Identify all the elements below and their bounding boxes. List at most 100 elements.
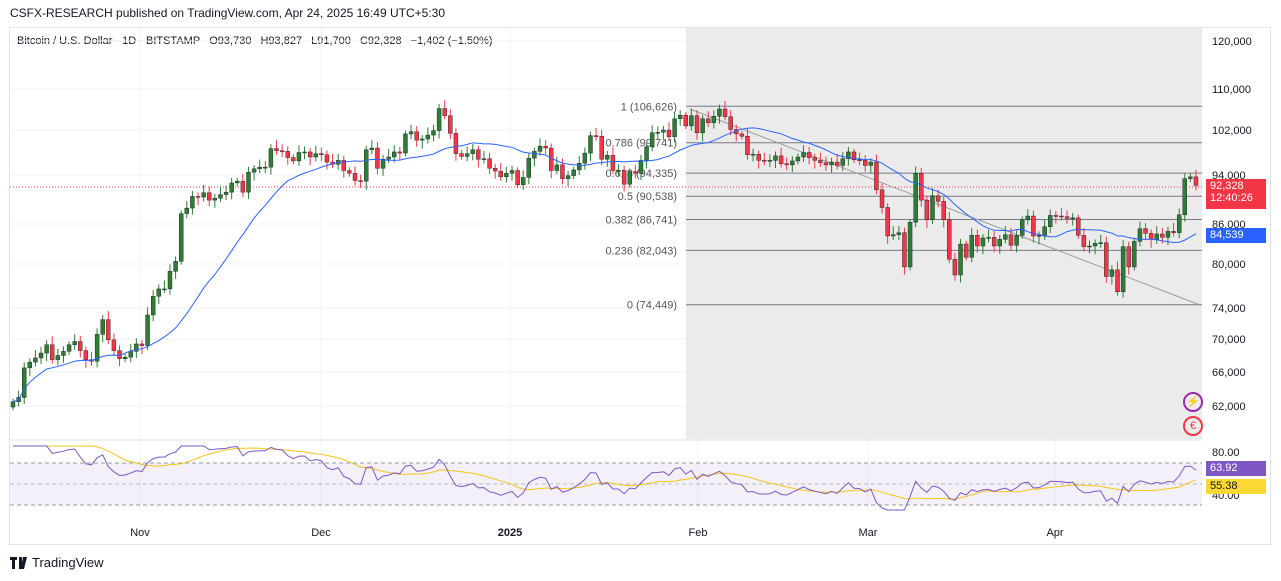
candle-body [201,192,206,198]
candle-body [991,237,997,247]
candle-up [711,110,717,129]
candle-body [122,356,128,359]
candle-down [1076,214,1081,239]
candle-up [22,362,27,404]
candle-body [145,314,150,346]
candle-body [1025,215,1031,220]
candle-up [235,177,240,187]
candle-body [621,170,627,185]
candle-up [173,256,178,279]
candle-down [952,252,958,281]
candle-body [106,319,111,341]
candle-body [638,160,644,174]
candle-body [302,151,307,154]
candle-body [94,334,100,362]
rsi-ma-value-tag: 55.38 [1206,479,1266,494]
candle-body [448,115,453,134]
candle-up [184,201,190,219]
candle-up [61,346,66,363]
candle-body [358,180,363,182]
candle-body [1154,233,1159,240]
candle-body [902,232,907,268]
candle-body [683,114,688,127]
rsi-value-tag: 63.92 [1206,461,1266,476]
candle-down [599,129,604,166]
candle-down [666,122,672,141]
candle-up [1188,173,1193,183]
candle-up [689,108,694,131]
y-axis-tick: 102,000 [1212,125,1252,137]
candle-body [969,235,974,258]
candle-body [694,115,700,134]
candle-up [313,145,318,162]
currency-icon[interactable]: € [1183,416,1203,436]
candle-down [722,100,728,121]
candle-up [464,146,470,162]
y-axis-tick: 62,000 [1212,401,1246,413]
candle-up [94,328,100,368]
candle-body [173,261,178,272]
candle-body [240,180,246,193]
candle-down [352,166,358,186]
candle-up [268,144,274,175]
candle-body [134,343,139,352]
candle-body [812,157,817,161]
candle-body [1014,235,1019,246]
candle-up [27,358,33,377]
candle-body [986,237,991,239]
candle-down [1115,261,1120,296]
candle-down [1059,208,1064,221]
lightning-icon[interactable]: ⚡ [1183,392,1203,412]
candle-down [448,109,453,140]
candle-up [773,151,778,168]
candle-up [302,146,307,160]
candle-body [745,135,750,155]
candle-body [526,157,532,178]
candle-body [930,195,935,220]
candle-body [352,173,358,181]
candle-body [1003,234,1008,240]
candle-body [1160,233,1165,238]
candle-body [414,131,419,141]
candle-body [947,219,952,260]
candle-up [100,315,105,343]
candle-body [773,155,778,161]
candle-body [319,153,324,155]
x-axis-tick: Apr [1046,527,1063,539]
candle-body [195,196,201,198]
candle-body [83,350,89,360]
candle-body [139,343,145,346]
candle-body [661,129,666,133]
candle-down [812,153,817,169]
candle-body [1165,231,1171,238]
candle-down [498,163,503,181]
candle-up [672,112,677,143]
candle-up [162,280,167,293]
candle-body [235,180,240,184]
candle-down [453,128,459,161]
y-axis-tick: 80,000 [1212,259,1246,271]
candle-up [134,338,139,359]
candle-down [139,339,145,355]
candle-down [762,152,767,166]
candle-up [1087,240,1092,254]
candle-body [324,154,330,163]
footer-brand[interactable]: TradingView [10,555,104,570]
candle-up [677,110,683,126]
fib-level-label: 0.382 (86,741) [605,214,677,226]
candle-up [1014,230,1019,253]
candle-up [1036,231,1042,245]
candle-body [1059,215,1064,218]
candle-body [1143,228,1148,234]
candle-up [257,159,262,174]
candle-down [89,351,94,366]
candle-body [1053,215,1059,217]
candle-body [1182,178,1187,216]
candle-up [700,114,705,142]
candle-body [846,151,851,159]
y-axis-tick: 120,000 [1212,36,1252,48]
rsi-ma-value: 55.38 [1210,480,1238,492]
candle-up [150,290,156,322]
candle-down [885,203,890,244]
